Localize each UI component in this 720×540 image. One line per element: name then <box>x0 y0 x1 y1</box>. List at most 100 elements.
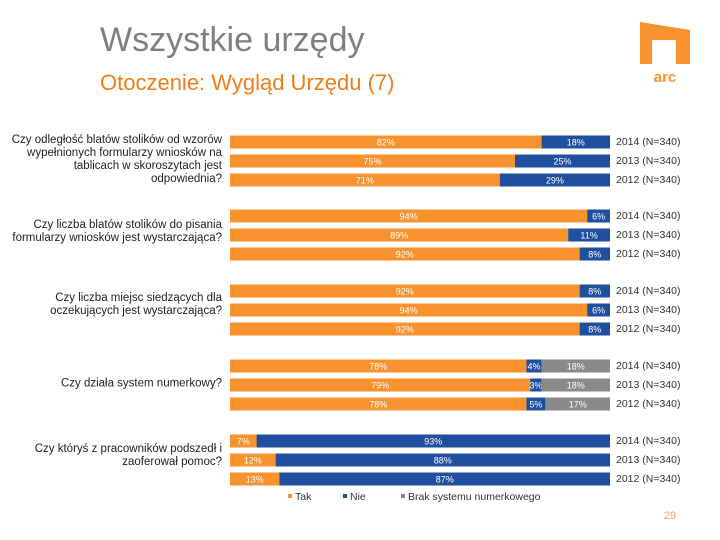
value-label: 71% <box>356 175 374 185</box>
value-label: 92% <box>396 324 414 334</box>
value-label: 18% <box>567 380 585 390</box>
category-label: 2013 (N=340) <box>616 155 681 167</box>
bar-segment <box>230 453 276 467</box>
bar-segment <box>230 247 580 261</box>
bar-segment <box>230 303 588 317</box>
value-label: 8% <box>588 286 601 296</box>
category-label: 2014 (N=340) <box>616 136 681 148</box>
bar-segment <box>579 284 610 298</box>
category-label: 2012 (N=340) <box>616 174 681 186</box>
question: Czy odległość blatów stolików od wzorów … <box>11 134 222 185</box>
value-label: 18% <box>567 361 585 371</box>
bar-segment <box>230 154 515 168</box>
bar-segment <box>230 378 531 392</box>
value-label: 75% <box>363 156 381 166</box>
category-label: 2012 (N=340) <box>616 473 681 485</box>
bar-segment <box>541 378 610 392</box>
legend-label: Tak <box>295 491 312 503</box>
legend-swatch <box>401 494 405 498</box>
value-label: 8% <box>588 324 601 334</box>
question: Czy któryś z pracowników podszedł i zaof… <box>34 443 222 468</box>
bar-segment <box>526 397 546 411</box>
legend-swatch <box>288 494 292 498</box>
category-label: 2014 (N=340) <box>616 360 681 372</box>
value-label: 7% <box>237 436 250 446</box>
bar-segment <box>230 359 527 373</box>
value-label: 12% <box>244 455 262 465</box>
category-label: 2013 (N=340) <box>616 304 681 316</box>
bar-segment <box>230 209 588 223</box>
category-label: 2014 (N=340) <box>616 285 681 297</box>
category-label: 2012 (N=340) <box>616 248 681 260</box>
category-label: 2014 (N=340) <box>616 210 681 222</box>
value-label: 88% <box>434 455 452 465</box>
question: Czy liczba blatów stolików do pisania fo… <box>12 219 222 244</box>
bar-segment <box>279 472 610 486</box>
value-label: 78% <box>369 399 387 409</box>
bar-segment <box>526 359 542 373</box>
value-label: 92% <box>396 286 414 296</box>
value-label: 78% <box>369 361 387 371</box>
legend-swatch <box>343 494 347 498</box>
value-label: 13% <box>246 474 264 484</box>
bar-segment <box>256 434 610 448</box>
category-label: 2013 (N=340) <box>616 379 681 391</box>
bar-segment <box>230 284 580 298</box>
value-label: 87% <box>436 474 454 484</box>
question: Czy liczba miejsc siedzących dla oczekuj… <box>50 292 222 317</box>
value-label: 6% <box>592 211 605 221</box>
page-number: 29 <box>664 510 676 522</box>
bar-segment <box>579 322 610 336</box>
logo-shape <box>652 40 676 64</box>
value-label: 94% <box>400 211 418 221</box>
bar-segment <box>587 209 610 223</box>
value-label: 5% <box>529 399 542 409</box>
value-label: 82% <box>377 137 395 147</box>
logo-text: arc <box>654 69 677 86</box>
legend-label: Brak systemu numerkowego <box>408 491 541 503</box>
category-label: 2014 (N=340) <box>616 435 681 447</box>
logo: arc <box>640 22 690 86</box>
bar-segment <box>230 322 580 336</box>
value-label: 25% <box>553 156 571 166</box>
bar-segment <box>530 378 542 392</box>
bar-segment <box>230 135 542 149</box>
value-label: 92% <box>396 249 414 259</box>
value-label: 11% <box>580 230 597 240</box>
category-label: 2012 (N=340) <box>616 398 681 410</box>
bar-segment <box>579 247 610 261</box>
value-label: 8% <box>588 249 601 259</box>
legend-label: Nie <box>350 491 366 503</box>
category-label: 2013 (N=340) <box>616 454 681 466</box>
category-label: 2012 (N=340) <box>616 323 681 335</box>
subtitle: Otoczenie: Wygląd Urzędu (7) <box>100 70 394 95</box>
bar-segment <box>275 453 610 467</box>
bar-segment <box>230 472 280 486</box>
value-label: 89% <box>390 230 408 240</box>
title: Wszystkie urzędy <box>100 21 365 59</box>
bar-segment <box>541 135 610 149</box>
bar-segment <box>541 359 610 373</box>
value-label: 93% <box>424 436 442 446</box>
category-label: 2013 (N=340) <box>616 229 681 241</box>
value-label: 29% <box>546 175 564 185</box>
value-label: 4% <box>527 361 540 371</box>
value-label: 18% <box>567 137 585 147</box>
value-label: 3% <box>529 380 542 390</box>
bar-segment <box>545 397 610 411</box>
bar-segment <box>230 434 257 448</box>
value-label: 6% <box>592 305 605 315</box>
bar-segment <box>230 228 569 242</box>
bar-segment <box>230 397 527 411</box>
question: Czy działa system numerkowy? <box>60 377 222 390</box>
bar-segment <box>230 173 500 187</box>
bar-segment <box>515 154 610 168</box>
value-label: 94% <box>400 305 418 315</box>
bar-segment <box>499 173 610 187</box>
bar-segment <box>587 303 610 317</box>
bar-segment <box>568 228 610 242</box>
value-label: 17% <box>569 399 587 409</box>
value-label: 79% <box>371 380 389 390</box>
